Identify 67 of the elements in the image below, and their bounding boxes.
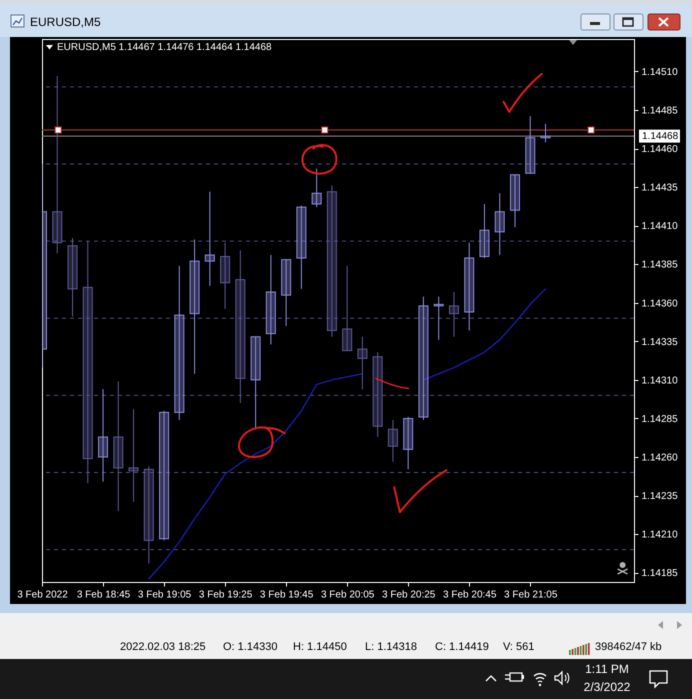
y-tick-label: 1.14210 xyxy=(642,530,678,541)
chart-title: EURUSD,M5 1.14467 1.14476 1.14464 1.14468 xyxy=(57,42,272,53)
candlestick xyxy=(281,259,292,326)
text: 2022.02.03 18:25 xyxy=(120,641,206,654)
candlestick xyxy=(174,265,184,421)
x-tick-label: 3 Feb 20:05 xyxy=(320,590,375,600)
candlestick xyxy=(372,352,383,438)
y-tick-label: 1.14460 xyxy=(642,144,678,156)
x-tick-label: 3 Feb 18:45 xyxy=(76,590,131,600)
candlestick xyxy=(312,168,322,208)
candlestick xyxy=(159,410,170,541)
candlestick xyxy=(326,185,337,338)
y-tick-label: 1.14360 xyxy=(642,298,678,310)
text: EURUSD,M5 xyxy=(30,15,101,29)
y-tick-label: 1.14185 xyxy=(642,568,678,580)
candlestick xyxy=(357,336,368,390)
text: H: 1.14450 xyxy=(293,641,347,654)
x-tick-label: 3 Feb 19:45 xyxy=(260,590,314,600)
text: C: 1.14419 xyxy=(435,641,489,654)
x-tick-label: 3 Feb 20:45 xyxy=(443,590,497,600)
candlestick xyxy=(68,237,78,318)
x-tick-label: 3 Feb 20:25 xyxy=(382,590,436,600)
candlestick xyxy=(525,116,536,174)
candlestick xyxy=(494,192,505,256)
y-tick-label: 1.14385 xyxy=(642,260,678,271)
x-tick-label: 3 Feb 21:05 xyxy=(504,590,558,600)
candlestick xyxy=(144,466,154,564)
candlestick xyxy=(479,204,490,259)
candlestick xyxy=(113,380,124,512)
candlestick xyxy=(82,240,93,484)
candlestick xyxy=(403,416,414,470)
text: V: 561 xyxy=(503,641,534,654)
text: O: 1.14330 xyxy=(223,641,278,654)
candlestick xyxy=(190,239,200,374)
x-tick-label: 3 Feb 2022 xyxy=(17,590,68,600)
y-tick-label: 1.14335 xyxy=(642,336,678,348)
candlestick xyxy=(98,388,108,482)
text: 398462/47 kb xyxy=(595,641,662,654)
candlestick xyxy=(204,191,215,286)
ref-line-label: 1.14468 xyxy=(642,131,679,142)
y-tick-label: 1.14310 xyxy=(642,375,678,386)
candlestick xyxy=(342,265,352,352)
text: 2/3/2022 xyxy=(584,680,630,694)
x-tick-label: 3 Feb 19:05 xyxy=(138,590,192,600)
y-tick-label: 1.14410 xyxy=(642,221,678,232)
x-tick-label: 3 Feb 19:25 xyxy=(198,590,253,600)
candlestick xyxy=(388,420,398,462)
candlestick xyxy=(448,291,459,338)
y-tick-label: 1.14285 xyxy=(642,414,678,425)
candlestick xyxy=(540,123,551,143)
candlestick xyxy=(128,408,139,502)
text: L: 1.14318 xyxy=(365,641,417,654)
y-tick-label: 1.14485 xyxy=(642,105,678,116)
candlestick xyxy=(220,242,230,310)
candlestick xyxy=(464,242,474,332)
candlestick xyxy=(418,296,428,421)
candlestick xyxy=(250,336,261,430)
candlestick xyxy=(510,174,520,228)
y-tick-label: 1.14235 xyxy=(642,491,678,502)
candlestick xyxy=(266,254,276,345)
candlestick xyxy=(434,296,444,340)
y-tick-label: 1.14435 xyxy=(642,182,678,194)
text: 1:11 PM xyxy=(585,662,629,676)
candlestick xyxy=(235,250,246,404)
y-tick-label: 1.14260 xyxy=(642,452,678,464)
candlestick xyxy=(296,205,306,290)
y-tick-label: 1.14510 xyxy=(642,66,678,78)
